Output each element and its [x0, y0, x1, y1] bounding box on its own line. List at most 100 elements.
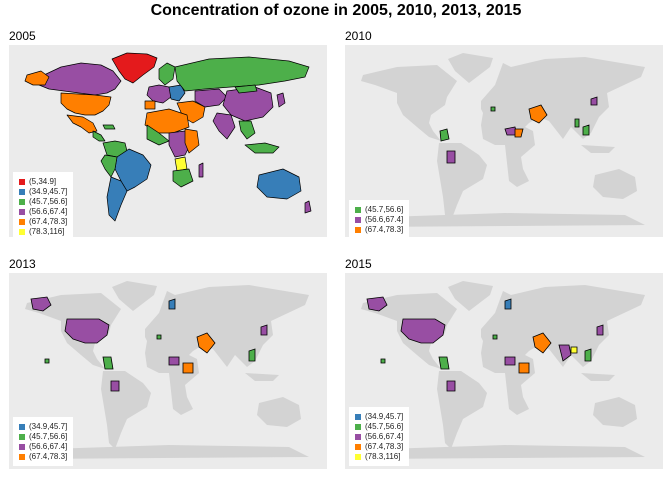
region-dot-b [574, 118, 580, 128]
legend-label: (34.9,45.7] [29, 187, 68, 196]
region-southern-africa-high [174, 156, 188, 172]
legend-swatch [19, 208, 25, 215]
region-usa [60, 92, 112, 116]
legend-label: (67.4,78.3] [29, 217, 68, 226]
legend-label: (5,34.9] [29, 177, 57, 186]
legend-swatch [355, 433, 361, 440]
world-basemap [361, 53, 645, 227]
region-china-coast [260, 324, 268, 336]
legend-item: (78.3,116] [19, 227, 67, 236]
legend-label: (67.4,78.3] [29, 452, 68, 461]
legend-item: (45.7,56.6] [355, 205, 403, 214]
legend-label: (34.9,45.7] [365, 412, 404, 421]
legend-swatch [19, 453, 25, 460]
region-peru [100, 154, 118, 178]
legend-swatch [355, 453, 361, 460]
legend-label: (56.6,67.4] [365, 215, 404, 224]
region-indonesia [244, 142, 280, 154]
region-east-africa [182, 362, 194, 374]
region-east-africa [518, 362, 530, 374]
region-central-america [102, 356, 114, 370]
region-dot-b [156, 334, 162, 340]
legend-item: (56.6,67.4] [19, 442, 67, 451]
legend-2015: (34.9,45.7] (45.7,56.6] (56.6,67.4] (67.… [349, 407, 410, 466]
region-west-africa [168, 356, 180, 366]
region-caribbean [102, 124, 116, 130]
world-basemap [25, 281, 309, 459]
legend-label: (45.7,56.6] [365, 205, 404, 214]
legend-swatch [355, 423, 361, 430]
legend-item: (67.4,78.3] [355, 442, 403, 451]
legend-swatch [355, 216, 361, 223]
legend-item: (56.6,67.4] [355, 215, 403, 224]
region-china-coast [596, 324, 604, 336]
region-iberia [144, 100, 156, 110]
region-southeast-asia [238, 120, 256, 140]
region-west-africa [504, 356, 516, 366]
region-india [558, 344, 572, 362]
map-2015 [361, 281, 645, 459]
legend-swatch [355, 206, 361, 213]
region-west-africa [146, 124, 170, 146]
legend-item: (56.6,67.4] [19, 207, 67, 216]
region-saudi-arabia [532, 332, 552, 354]
region-east-africa [184, 128, 200, 154]
legend-swatch [19, 433, 25, 440]
legend-swatch [355, 413, 361, 420]
legend-swatch [19, 423, 25, 430]
region-canada [38, 62, 122, 96]
legend-2010: (45.7,56.6] (56.6,67.4] (67.4,78.3] [349, 200, 410, 239]
region-eastern-europe [168, 84, 186, 102]
legend-label: (78.3,116] [29, 227, 65, 236]
region-brazil [114, 148, 152, 192]
map-panel-2013 [9, 273, 327, 469]
region-argentina [106, 176, 128, 222]
legend-swatch [355, 443, 361, 450]
region-se-asia [584, 348, 592, 362]
legend-item: (67.4,78.3] [19, 217, 67, 226]
region-china-coast [590, 96, 598, 106]
region-alaska [30, 296, 52, 312]
region-se-asia [582, 124, 590, 136]
legend-label: (56.6,67.4] [29, 442, 68, 451]
legend-swatch [19, 178, 25, 185]
region-greenland [111, 52, 158, 84]
legend-item: (67.4,78.3] [355, 225, 403, 234]
region-alaska [24, 70, 50, 86]
legend-label: (45.7,56.6] [365, 422, 404, 431]
legend-item: (45.7,56.6] [355, 422, 403, 431]
legend-2005: (5,34.9] (34.9,45.7] (45.7,56.6] (56.6,6… [13, 172, 74, 241]
legend-label: (56.6,67.4] [29, 207, 68, 216]
region-mongolia [234, 84, 258, 94]
legend-label: (56.6,67.4] [365, 432, 404, 441]
panel-title-2013: 2013 [9, 257, 36, 271]
region-madagascar [198, 162, 204, 178]
panel-title-2010: 2010 [345, 29, 372, 43]
legend-swatch [355, 226, 361, 233]
legend-item: (67.4,78.3] [19, 452, 67, 461]
legend-swatch [19, 218, 25, 225]
legend-item: (45.7,56.6] [19, 197, 67, 206]
region-central-america [438, 356, 450, 370]
legend-item: (34.9,45.7] [355, 412, 403, 421]
region-scandinavia [168, 298, 176, 310]
legend-swatch [19, 198, 25, 205]
region-australia [256, 168, 302, 200]
region-peru [110, 380, 120, 392]
region-peru [446, 380, 456, 392]
region-west-africa-b [514, 128, 524, 138]
region-usa [64, 318, 110, 344]
region-colombia [439, 128, 450, 142]
region-western-europe [146, 84, 172, 104]
region-bangladesh [570, 346, 578, 354]
legend-label: (45.7,56.6] [29, 432, 68, 441]
legend-item: (5,34.9] [19, 177, 67, 186]
region-russia [174, 56, 310, 92]
legend-swatch [19, 228, 25, 235]
chart-title: Concentration of ozone in 2005, 2010, 20… [150, 2, 522, 19]
region-dot-a [380, 358, 386, 364]
map-2010 [361, 53, 645, 227]
region-saudi-arabia [196, 332, 216, 354]
legend-item: (56.6,67.4] [355, 432, 403, 441]
legend-label: (67.4,78.3] [365, 442, 404, 451]
